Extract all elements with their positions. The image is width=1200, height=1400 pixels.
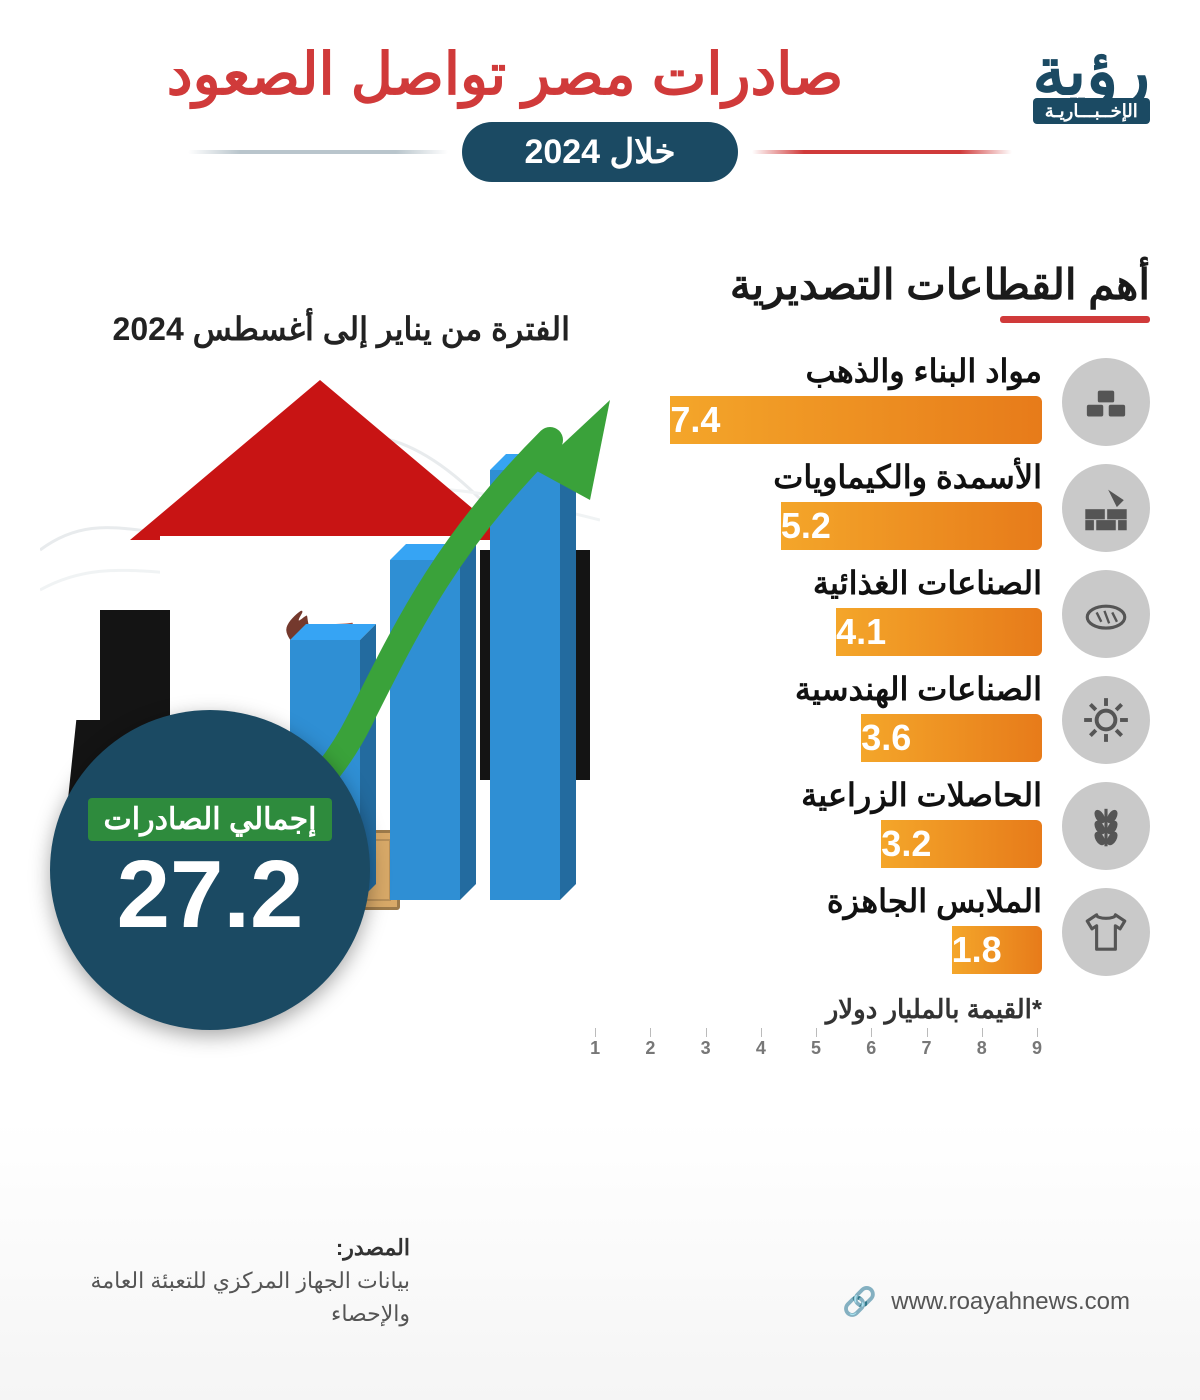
- axis-tick: 3: [701, 1038, 711, 1059]
- axis-tick: 6: [866, 1038, 876, 1059]
- sector-bar: 1.8: [952, 926, 1042, 974]
- axis-tick: 2: [645, 1038, 655, 1059]
- total-label: إجمالي الصادرات: [88, 798, 333, 841]
- gold-icon: [1062, 358, 1150, 446]
- sector-bar: 5.2: [781, 502, 1042, 550]
- link-icon: 🔗: [842, 1285, 877, 1318]
- sector-label: الملابس الجاهزة: [590, 882, 1042, 920]
- sector-row: الحاصلات الزراعية 3.2: [590, 776, 1150, 868]
- sector-value: 3.6: [861, 717, 933, 759]
- sector-label: الصناعات الغذائية: [590, 564, 1042, 602]
- bread-icon: [1062, 570, 1150, 658]
- url-text: www.roayahnews.com: [891, 1288, 1130, 1316]
- footer-source: المصدر: بيانات الجهاز المركزي للتعبئة ال…: [70, 1231, 410, 1330]
- divider-right: [188, 150, 448, 154]
- axis-tick: 5: [811, 1038, 821, 1059]
- year-pill: خلال 2024: [462, 122, 737, 182]
- brand-logo: رؤية الإخــبـــاريـة: [1033, 38, 1151, 124]
- footer-url[interactable]: 🔗 www.roayahnews.com: [842, 1285, 1130, 1318]
- sector-row: الأسمدة والكيماويات 5.2: [590, 458, 1150, 550]
- illustration: الفترة من يناير إلى أغسطس 2024 🦅 إجمالي …: [40, 310, 600, 1050]
- sector-row: الصناعات الغذائية 4.1: [590, 564, 1150, 656]
- page-title: صادرات مصر تواصل الصعود: [50, 40, 1150, 108]
- year-row: خلال 2024: [50, 122, 1150, 182]
- axis-ticks: 123456789: [590, 1038, 1042, 1059]
- sector-bar: 3.2: [881, 820, 1042, 868]
- gear-icon: [1062, 676, 1150, 764]
- sector-label: الصناعات الهندسية: [590, 670, 1042, 708]
- sector-value: 1.8: [952, 929, 1024, 971]
- axis-tick: 9: [1032, 1038, 1042, 1059]
- sector-value: 7.4: [670, 399, 742, 441]
- source-title: المصدر:: [336, 1235, 410, 1260]
- sector-row: الملابس الجاهزة 1.8: [590, 882, 1150, 974]
- sector-value: 3.2: [881, 823, 953, 865]
- total-value: 27.2: [117, 847, 304, 943]
- sectors-list: مواد البناء والذهب 7.4 الأسمدة والكيماويات…: [590, 352, 1150, 988]
- axis-note: *القيمة بالمليار دولار: [826, 994, 1042, 1025]
- sector-bar: 7.4: [670, 396, 1042, 444]
- sector-bar: 4.1: [836, 608, 1042, 656]
- sector-row: مواد البناء والذهب 7.4: [590, 352, 1150, 444]
- sector-row: الصناعات الهندسية 3.6: [590, 670, 1150, 762]
- header: رؤية الإخــبـــاريـة صادرات مصر تواصل ال…: [0, 0, 1200, 182]
- axis-tick: 4: [756, 1038, 766, 1059]
- tshirt-icon: [1062, 888, 1150, 976]
- sector-label: مواد البناء والذهب: [590, 352, 1042, 390]
- sector-label: الحاصلات الزراعية: [590, 776, 1042, 814]
- brand-logo-main: رؤية: [1033, 38, 1151, 104]
- axis-tick: 7: [922, 1038, 932, 1059]
- section-title: أهم القطاعات التصديرية: [730, 260, 1150, 309]
- brand-logo-sub: الإخــبـــاريـة: [1033, 98, 1150, 124]
- total-circle: إجمالي الصادرات 27.2: [50, 710, 370, 1030]
- sector-value: 5.2: [781, 505, 853, 547]
- source-body: بيانات الجهاز المركزي للتعبئة العامة وال…: [91, 1268, 410, 1326]
- sector-bar: 3.6: [861, 714, 1042, 762]
- sector-label: الأسمدة والكيماويات: [590, 458, 1042, 496]
- period-label: الفترة من يناير إلى أغسطس 2024: [113, 310, 570, 348]
- axis-tick: 8: [977, 1038, 987, 1059]
- sector-value: 4.1: [836, 611, 908, 653]
- wheat-icon: [1062, 782, 1150, 870]
- section-underline: [1000, 316, 1150, 323]
- divider-left: [752, 150, 1012, 154]
- bricks-icon: [1062, 464, 1150, 552]
